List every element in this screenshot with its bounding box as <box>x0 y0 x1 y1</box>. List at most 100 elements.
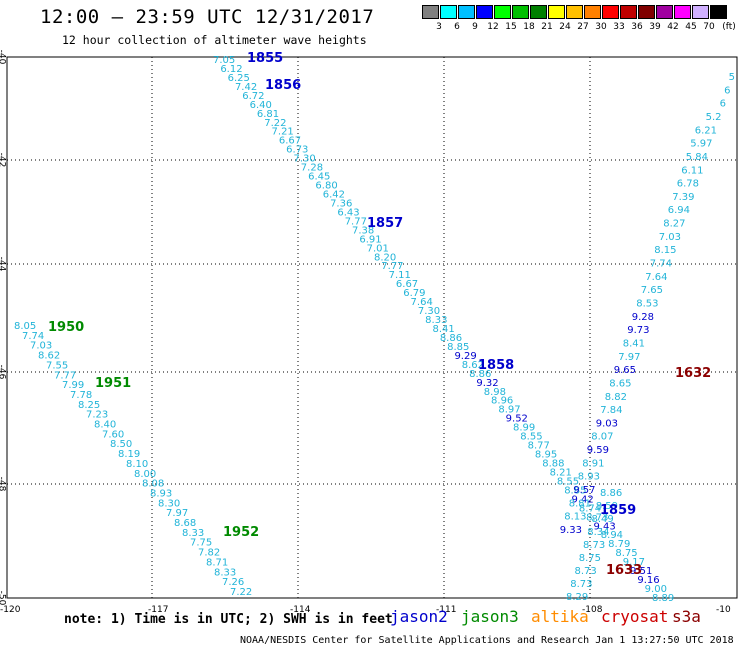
wave-height-value: 9.33 <box>560 525 582 536</box>
legend-label: 15 <box>505 22 517 32</box>
wave-height-value: 7.03 <box>30 341 52 352</box>
legend-label: 18 <box>523 22 535 32</box>
wave-height-value: 7.82 <box>198 548 220 559</box>
wave-height-value: 6 <box>720 99 726 110</box>
wave-height-value: 8.85 <box>447 342 469 353</box>
wave-height-value: 9.51 <box>630 566 652 577</box>
wave-height-value: 8.08 <box>142 479 164 490</box>
wave-height-value: 8.97 <box>498 405 520 416</box>
wave-height-value: 6.25 <box>228 73 250 84</box>
legend-swatch <box>638 5 655 19</box>
wave-height-value: 7.30 <box>418 306 440 317</box>
wave-height-value: 5.2 <box>706 112 722 123</box>
track-label-1857: 1857 <box>367 216 403 231</box>
wave-height-value: 8.15 <box>654 245 676 256</box>
wave-height-value: 7.23 <box>86 410 108 421</box>
wave-height-value: 7.22 <box>264 118 286 129</box>
wave-height-value: 6 <box>724 85 730 96</box>
legend-label: 36 <box>631 22 643 32</box>
wave-height-value: 6.81 <box>257 109 279 120</box>
wave-height-value: 6.67 <box>396 279 418 290</box>
wave-height-value: 7.64 <box>645 272 667 283</box>
wave-height-value: 6.21 <box>695 125 717 136</box>
wave-height-value: 7.65 <box>641 285 663 296</box>
wave-height-value: 5 <box>729 72 735 83</box>
wave-height-value: 8.73 <box>583 540 605 551</box>
wave-height-value: 8.73 <box>570 579 592 590</box>
wave-height-value: 9.17 <box>623 557 645 568</box>
legend-unit: (ft) <box>722 22 736 32</box>
legend-swatch <box>584 5 601 19</box>
track-label-1858: 1858 <box>478 358 514 373</box>
satellite-cryosat: cryosat <box>601 607 669 626</box>
legend-swatch <box>494 5 511 19</box>
wave-height-value: 8.53 <box>636 299 658 310</box>
wave-height-value: 8.27 <box>663 219 685 230</box>
wave-height-value: 9.73 <box>627 325 649 336</box>
wave-height-value: 9.29 <box>454 351 476 362</box>
legend-label: 12 <box>487 22 499 32</box>
wave-height-value: 7.55 <box>46 360 68 371</box>
legend-label: 3 <box>436 22 442 32</box>
legend-label: 24 <box>559 22 571 32</box>
wave-height-value: 8.88 <box>542 459 564 470</box>
wave-height-value: 7.64 <box>411 297 433 308</box>
legend-label: 27 <box>577 22 589 32</box>
wave-height-value: 9.42 <box>572 494 594 505</box>
wave-height-value: 8.13 <box>564 512 586 523</box>
x-tick-label: -114 <box>290 605 311 615</box>
y-tick-label: -44 <box>0 257 7 272</box>
wave-height-value: 9.16 <box>637 575 659 586</box>
wave-height-value: 6.43 <box>337 207 359 218</box>
y-tick-label: -46 <box>0 365 7 380</box>
wave-height-value: 7.77 <box>345 216 367 227</box>
wave-height-value: 8.86 <box>440 333 462 344</box>
wave-height-value: 8.86 <box>600 488 622 499</box>
legend-swatch <box>674 5 691 19</box>
wave-height-value: 6.11 <box>681 165 703 176</box>
wave-height-value: 6.91 <box>359 234 381 245</box>
wave-height-value: 7.60 <box>102 429 124 440</box>
wave-height-value: 7.26 <box>222 577 244 588</box>
chart-subtitle: 12 hour collection of altimeter wave hei… <box>62 33 367 47</box>
wave-height-value: 6.78 <box>677 179 699 190</box>
wave-height-value: 8.29 <box>566 592 588 603</box>
wave-height-value: 7.22 <box>230 587 252 598</box>
footer-note: note: 1) Time is in UTC; 2) SWH is in fe… <box>64 612 393 627</box>
wave-height-value: 8.98 <box>484 387 506 398</box>
wave-height-value: 7.84 <box>600 405 622 416</box>
wave-height-value: 6.42 <box>323 190 345 201</box>
track-label-1859: 1859 <box>600 503 636 518</box>
legend-swatch <box>530 5 547 19</box>
wave-height-value: 8.50 <box>110 439 132 450</box>
y-tick-label: -50 <box>0 591 7 606</box>
satellite-s3a: s3a <box>672 607 701 626</box>
wave-height-value: 8.20 <box>374 252 396 263</box>
wave-height-value: 7.28 <box>301 163 323 174</box>
x-tick-label: -10 <box>716 605 731 615</box>
wave-height-value: 6.79 <box>403 288 425 299</box>
wave-height-value: 9.65 <box>614 365 636 376</box>
wave-height-value: 8.75 <box>615 548 637 559</box>
wave-height-value: 9.32 <box>476 378 498 389</box>
wave-height-value: 8.21 <box>550 467 572 478</box>
wave-height-value: 7.38 <box>352 225 374 236</box>
wave-height-value: 8.55 <box>520 432 542 443</box>
wave-height-value: 7.21 <box>272 127 294 138</box>
wave-height-value: 7.30 <box>293 154 315 165</box>
wave-height-value: 7.97 <box>166 508 188 519</box>
wave-height-value: 8.77 <box>528 441 550 452</box>
wave-height-value: 6.94 <box>668 205 690 216</box>
legend-swatch <box>710 5 727 19</box>
wave-height-value: 8.73 <box>575 566 597 577</box>
wave-height-value: 7.74 <box>22 331 44 342</box>
legend-swatch <box>620 5 637 19</box>
legend-label: 39 <box>649 22 661 32</box>
wave-height-value: 9.28 <box>632 312 654 323</box>
wave-height-value: 6.72 <box>242 91 264 102</box>
legend-swatch <box>512 5 529 19</box>
wave-height-value: 6.67 <box>279 136 301 147</box>
wave-height-value: 8.68 <box>174 518 196 529</box>
wave-height-value: 8.34 <box>587 527 609 538</box>
